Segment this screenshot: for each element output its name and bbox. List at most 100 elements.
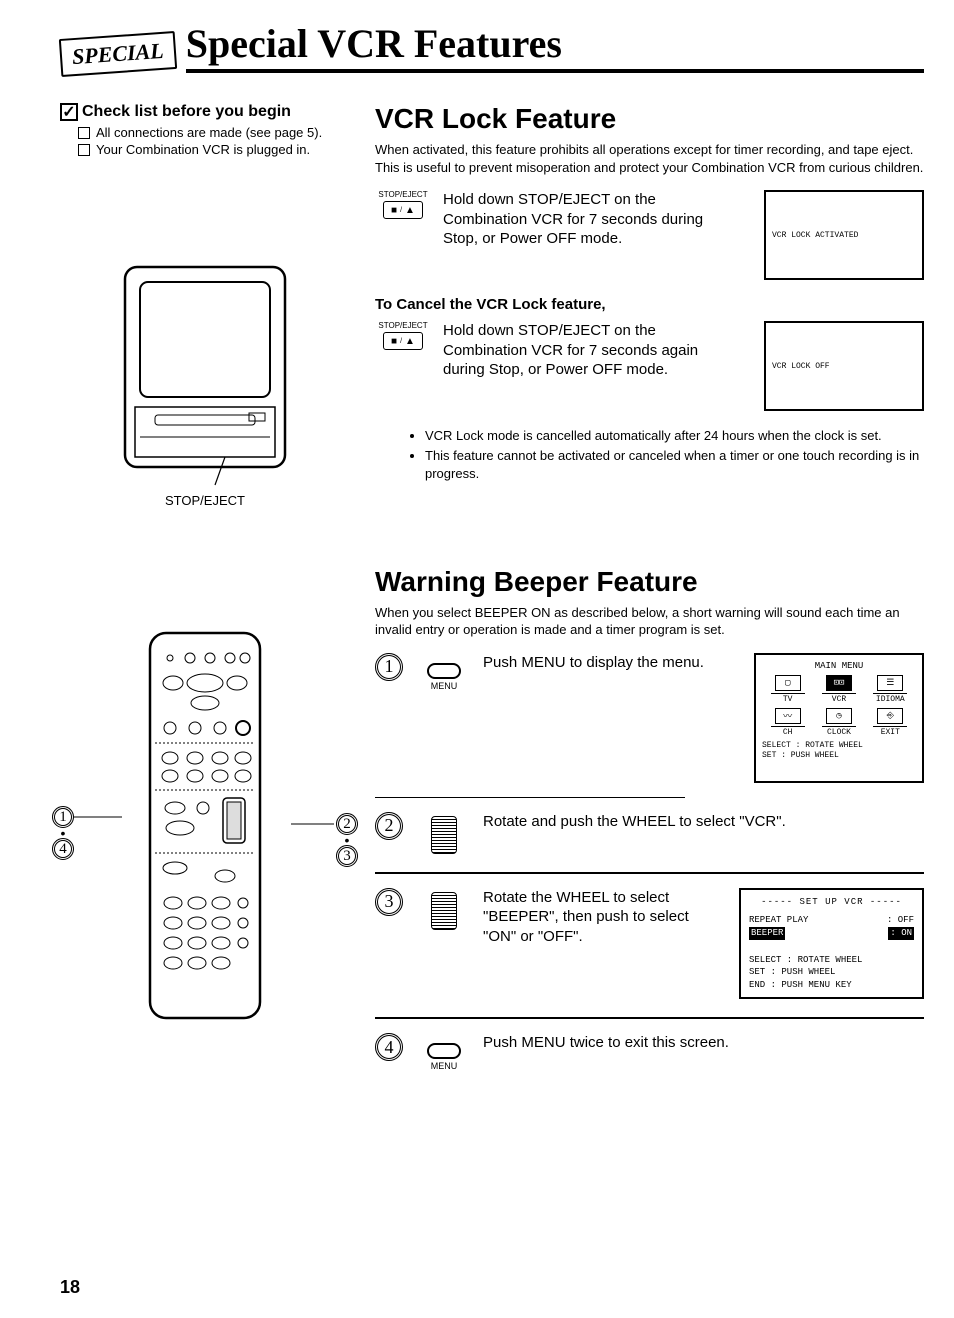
checklist-item-text: All connections are made (see page 5). — [96, 125, 322, 140]
step-number-icon: 3 — [375, 888, 403, 916]
display-text: VCR LOCK ACTIVATED — [772, 231, 916, 240]
checklist-item: Your Combination VCR is plugged in. — [78, 142, 350, 157]
wheel-icon — [431, 816, 457, 854]
divider-thick — [375, 1017, 924, 1019]
mm-label: CH — [771, 726, 805, 737]
mm-label: EXIT — [873, 726, 907, 737]
vcr-lock-intro: When activated, this feature prohibits a… — [375, 141, 924, 176]
menu-label: MENU — [419, 681, 469, 691]
stop-eject-button-col: STOP/EJECT ■/▲ — [375, 190, 431, 219]
step-text: Push MENU twice to exit this screen. — [483, 1033, 924, 1053]
stop-eject-button-col: STOP/EJECT ■/▲ — [375, 321, 431, 350]
tv-figure: STOP/EJECT — [60, 257, 350, 508]
checklist-heading: ✓ Check list before you begin — [60, 103, 350, 121]
step-text: Hold down STOP/EJECT on the Combination … — [443, 190, 752, 249]
step-text: Rotate the WHEEL to select "BEEPER", the… — [483, 888, 725, 947]
setup-vcr-display: ----- SET UP VCR ----- REPEAT PLAY : OFF… — [739, 888, 924, 1000]
menu-button-icon — [427, 663, 461, 679]
mm-label: IDIOMA — [873, 693, 907, 704]
callout-line — [291, 823, 336, 825]
setup-title: ----- SET UP VCR ----- — [749, 896, 914, 909]
page-title: Special VCR Features — [186, 20, 924, 73]
dot-icon: • — [61, 828, 66, 838]
mm-footer: SELECT : ROTATE WHEEL SET : PUSH WHEEL — [762, 741, 916, 762]
checkmark-icon: ✓ — [60, 103, 78, 121]
checklist-item: All connections are made (see page 5). — [78, 125, 350, 140]
checklist-item-text: Your Combination VCR is plugged in. — [96, 142, 310, 157]
mm-title: MAIN MENU — [762, 661, 916, 671]
setup-label: BEEPER — [749, 927, 785, 940]
callout-line — [74, 816, 124, 818]
wheel-icon-col — [419, 888, 469, 930]
divider-thick — [375, 872, 924, 874]
step-number-icon: 4 — [52, 838, 74, 860]
beeper-title: Warning Beeper Feature — [375, 566, 924, 598]
vcr-lock-title: VCR Lock Feature — [375, 103, 924, 135]
setup-footer: SELECT : ROTATE WHEEL — [749, 954, 914, 967]
mm-footer-line: SELECT : ROTATE WHEEL — [762, 741, 916, 751]
tv-menu-icon: ▢ — [775, 675, 801, 691]
beeper-intro: When you select BEEPER ON as described b… — [375, 604, 924, 639]
display-box: VCR LOCK ACTIVATED — [764, 190, 924, 280]
vcr-lock-step1: STOP/EJECT ■/▲ Hold down STOP/EJECT on t… — [375, 190, 924, 280]
stop-eject-icon: ■/▲ — [383, 201, 423, 219]
step-number-icon: 2 — [375, 812, 403, 840]
step-number-icon: 3 — [336, 845, 358, 867]
step-number-icon: 4 — [375, 1033, 403, 1061]
checklist-heading-text: Check list before you begin — [82, 103, 291, 121]
callout-right: 2 • 3 — [336, 813, 358, 867]
clock-menu-icon: ◷ — [826, 708, 852, 724]
ch-menu-icon: 〰 — [775, 708, 801, 724]
mm-footer-line: SET : PUSH WHEEL — [762, 751, 916, 761]
step-number-icon: 1 — [375, 653, 403, 681]
setup-row: REPEAT PLAY : OFF — [749, 914, 914, 927]
step-num-col: 2 — [375, 812, 405, 840]
display-box: VCR LOCK OFF — [764, 321, 924, 411]
right-column: VCR Lock Feature When activated, this fe… — [375, 103, 924, 1079]
wheel-icon — [431, 892, 457, 930]
beeper-step1: 1 MENU Push MENU to display the menu. MA… — [375, 653, 924, 783]
checkbox-icon — [78, 127, 90, 139]
display-text: VCR LOCK OFF — [772, 362, 916, 371]
cancel-heading: To Cancel the VCR Lock feature, — [375, 296, 924, 313]
step-text: Push MENU to display the menu. — [483, 653, 740, 673]
main-menu-display: MAIN MENU ▢ ⊡⊡ ☰ TV VCR IDIOMA 〰 ◷ ⎆ — [754, 653, 924, 783]
btn-label: STOP/EJECT — [375, 321, 431, 330]
vcr-lock-step2: STOP/EJECT ■/▲ Hold down STOP/EJECT on t… — [375, 321, 924, 411]
callout-left: 1 • 4 — [52, 806, 74, 860]
mm-labels-row1: TV VCR IDIOMA — [762, 693, 916, 704]
beeper-step4: 4 MENU Push MENU twice to exit this scre… — [375, 1033, 924, 1071]
special-badge: SPECIAL — [59, 31, 177, 77]
tv-icon — [105, 257, 305, 487]
setup-value: : OFF — [887, 914, 914, 927]
page-header: SPECIAL Special VCR Features — [60, 20, 924, 73]
mm-labels-row2: CH CLOCK EXIT — [762, 726, 916, 737]
divider — [375, 797, 685, 798]
left-column: ✓ Check list before you begin All connec… — [60, 103, 350, 1079]
exit-menu-icon: ⎆ — [877, 708, 903, 724]
menu-icon-col: MENU — [419, 1033, 469, 1071]
menu-label: MENU — [419, 1061, 469, 1071]
vcr-menu-icon: ⊡⊡ — [826, 675, 852, 691]
beeper-step3: 3 Rotate the WHEEL to select "BEEPER", t… — [375, 888, 924, 1000]
setup-footer: SET : PUSH WHEEL — [749, 966, 914, 979]
remote-figure: 1 • 4 2 • 3 — [60, 628, 350, 1028]
setup-label: REPEAT PLAY — [749, 914, 808, 927]
step-num-col: 3 — [375, 888, 405, 916]
vcr-lock-notes: VCR Lock mode is cancelled automatically… — [425, 427, 924, 484]
setup-row: BEEPER : ON — [749, 927, 914, 940]
step-text: Hold down STOP/EJECT on the Combination … — [443, 321, 752, 380]
note-item: VCR Lock mode is cancelled automatically… — [425, 427, 924, 445]
mm-label: VCR — [822, 693, 856, 704]
tv-label: STOP/EJECT — [60, 493, 350, 508]
setup-value: : ON — [888, 927, 914, 940]
beeper-step2: 2 Rotate and push the WHEEL to select "V… — [375, 812, 924, 854]
checkbox-icon — [78, 144, 90, 156]
dot-icon: • — [345, 835, 350, 845]
stop-eject-icon: ■/▲ — [383, 332, 423, 350]
btn-label: STOP/EJECT — [375, 190, 431, 199]
mm-icons-row1: ▢ ⊡⊡ ☰ — [762, 675, 916, 691]
page-number: 18 — [60, 1277, 80, 1298]
step-num-col: 4 — [375, 1033, 405, 1061]
mm-label: TV — [771, 693, 805, 704]
